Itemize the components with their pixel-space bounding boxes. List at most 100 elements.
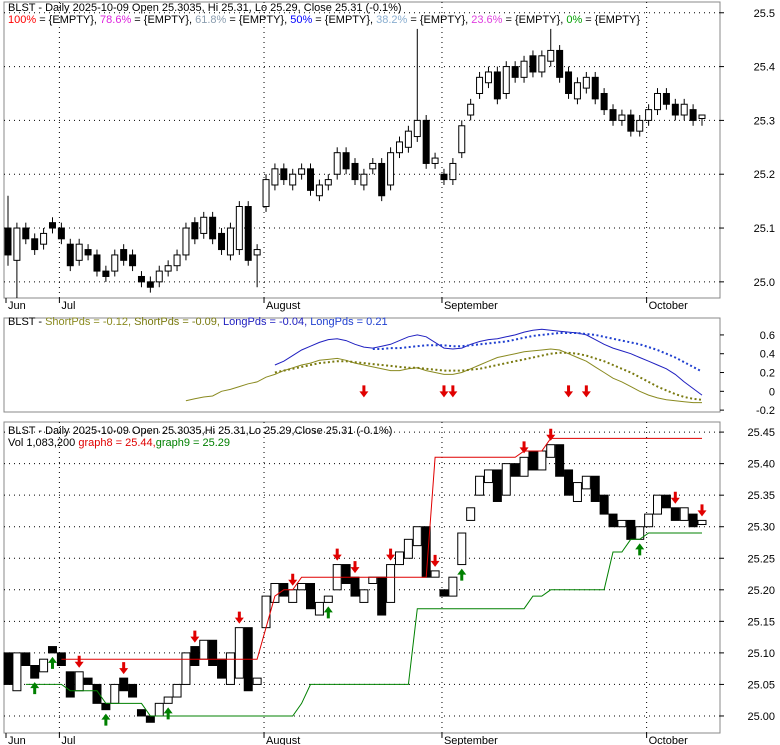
candle-body bbox=[555, 444, 565, 477]
candle-body bbox=[129, 254, 137, 267]
y-tick-label: 25.15 bbox=[747, 616, 775, 628]
candle-body bbox=[369, 162, 377, 170]
x-tick-label: Jul bbox=[61, 735, 75, 745]
candle-body bbox=[145, 715, 155, 723]
candle-body bbox=[350, 576, 360, 597]
candle-body bbox=[48, 222, 56, 229]
candle-body bbox=[431, 157, 439, 164]
candle-body bbox=[546, 444, 556, 458]
candle-body bbox=[270, 582, 280, 603]
legend-entry: LongPds = 0.21 bbox=[310, 316, 387, 328]
candle-body bbox=[618, 114, 626, 121]
candle-body bbox=[368, 576, 378, 584]
y-tick-label: 25.20 bbox=[747, 585, 775, 597]
candle-body bbox=[698, 114, 706, 120]
candle-body bbox=[191, 222, 199, 240]
candle-body bbox=[475, 475, 485, 496]
legend: Vol 1,083,200 graph8 = 25.44,graph9 = 25… bbox=[8, 437, 230, 449]
candle-body bbox=[394, 551, 404, 566]
x-tick-label: Jun bbox=[8, 300, 26, 312]
candle-body bbox=[351, 162, 359, 181]
legend-entry: LongPds = -0.04, bbox=[223, 316, 310, 328]
x-tick-label: August bbox=[266, 300, 300, 312]
candle-body bbox=[164, 265, 172, 272]
fib-value: = {EMPTY}, bbox=[407, 14, 471, 26]
candle-body bbox=[306, 582, 316, 610]
candle-body bbox=[93, 254, 101, 272]
candle-body bbox=[572, 482, 582, 502]
candle-body bbox=[31, 238, 39, 251]
series-line bbox=[61, 437, 702, 660]
fib-label: 50% bbox=[290, 14, 312, 26]
candle-body bbox=[590, 475, 600, 502]
sell-arrow bbox=[119, 662, 129, 675]
candle-body bbox=[430, 570, 440, 578]
candle-body bbox=[484, 71, 492, 84]
legend-prefix: BLST - bbox=[8, 316, 45, 328]
candle-body bbox=[280, 168, 288, 181]
series-line bbox=[372, 332, 703, 373]
x-tick-label: Jun bbox=[8, 735, 26, 745]
candle-body bbox=[217, 658, 227, 679]
x-tick-label: Jul bbox=[61, 300, 75, 312]
legend: BLST - ShortPds = -0.12, ShortPds = -0.0… bbox=[8, 316, 388, 328]
candle-body bbox=[182, 227, 190, 256]
sell-arrow bbox=[546, 428, 556, 441]
volume: Vol 1,083,200 bbox=[8, 437, 78, 449]
candle-body bbox=[314, 601, 324, 616]
fib-label: 100% bbox=[8, 14, 36, 26]
candle-body bbox=[128, 683, 138, 698]
legend-entry: ShortPds = -0.09, bbox=[134, 316, 223, 328]
candle-body bbox=[608, 513, 618, 528]
candle-body bbox=[511, 66, 519, 78]
candle-body bbox=[101, 702, 111, 711]
candle-body bbox=[154, 702, 164, 717]
candle-body bbox=[289, 173, 297, 186]
y-tick-label: 25.25 bbox=[747, 553, 775, 565]
y-tick-label: 25.5 bbox=[754, 8, 775, 20]
y-tick-label: 25.40 bbox=[747, 459, 775, 471]
candle-body bbox=[448, 576, 458, 597]
candle-body bbox=[3, 652, 13, 685]
fib-value: = {EMPTY}, bbox=[312, 14, 376, 26]
candle-body bbox=[172, 683, 182, 698]
candle-body bbox=[529, 55, 537, 73]
sell-arrow bbox=[359, 385, 369, 398]
y-tick-label: 25.2 bbox=[754, 169, 775, 181]
candle-body bbox=[483, 469, 493, 484]
candle-body bbox=[235, 206, 243, 251]
buy-arrow bbox=[30, 682, 40, 695]
candle-body bbox=[617, 519, 627, 528]
fib-label: 0% bbox=[566, 14, 582, 26]
candle-body bbox=[13, 227, 21, 261]
y-tick-label: 25.10 bbox=[747, 648, 775, 660]
fib-label: 61.8% bbox=[195, 14, 226, 26]
candle-body bbox=[538, 55, 546, 73]
candle-body bbox=[359, 589, 369, 603]
candle-body bbox=[4, 227, 12, 256]
candle-body bbox=[40, 232, 48, 245]
legend: 100% = {EMPTY}, 78.6% = {EMPTY}, 61.8% =… bbox=[8, 14, 640, 26]
price-title: BLST - Daily 2025-10-09 Open 25.3035, Hi… bbox=[8, 2, 402, 14]
series-line bbox=[185, 348, 702, 404]
candle-body bbox=[190, 646, 200, 667]
candle-body bbox=[92, 683, 102, 704]
sell-arrow bbox=[288, 573, 298, 586]
candle-body bbox=[378, 162, 386, 197]
candle-body bbox=[21, 652, 31, 667]
fib-label: 38.2% bbox=[376, 14, 407, 26]
candle-body bbox=[110, 683, 120, 704]
candle-body bbox=[413, 119, 421, 138]
y-tick-label: 25.0 bbox=[754, 277, 775, 289]
candle-body bbox=[458, 125, 466, 154]
candle-body bbox=[440, 173, 448, 181]
candle-body bbox=[271, 168, 279, 186]
buy-arrow bbox=[635, 543, 645, 556]
x-tick-label: October bbox=[649, 300, 688, 312]
x-tick-label: September bbox=[444, 735, 498, 745]
y-tick-label: 25.4 bbox=[754, 62, 775, 74]
candle-body bbox=[199, 639, 209, 660]
candle-body bbox=[298, 168, 306, 175]
sell-arrow bbox=[234, 611, 244, 624]
